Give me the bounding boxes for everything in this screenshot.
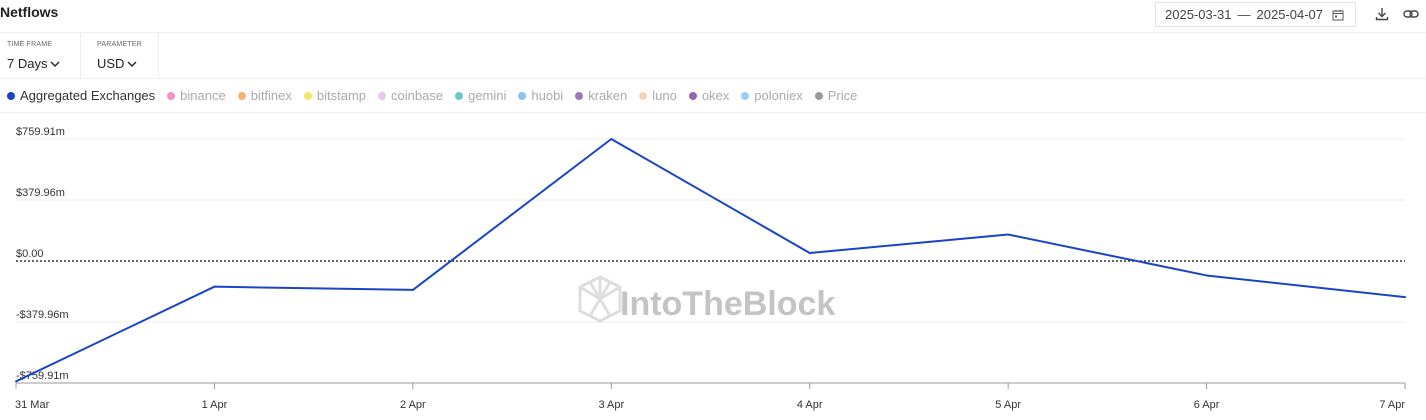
watermark-cube-icon	[578, 275, 622, 323]
legend-dot	[688, 91, 697, 100]
y-tick-label: -$379.96m	[16, 309, 69, 321]
x-tick-label: 4 Apr	[797, 399, 823, 411]
link-icon[interactable]	[1403, 6, 1419, 22]
date-range-picker[interactable]: 2025-03-31 — 2025-04-07	[1155, 2, 1356, 27]
legend-item-bitstamp[interactable]: bitstamp	[303, 88, 367, 103]
legend-item-aggregated-exchanges[interactable]: Aggregated Exchanges	[7, 88, 155, 103]
data-point	[15, 380, 17, 383]
data-point	[808, 251, 811, 254]
x-tick-label: 31 Mar	[15, 399, 50, 411]
legend-item-huobi[interactable]: huobi	[518, 88, 563, 103]
legend-item-kraken[interactable]: kraken	[575, 88, 627, 103]
legend-dot	[237, 91, 246, 100]
y-tick-label: $0.00	[16, 248, 44, 260]
legend-item-coinbase[interactable]: coinbase	[378, 88, 443, 103]
header: Netflows 2025-03-31 — 2025-04-07	[0, 0, 1426, 33]
parameter-label: PARAMETER	[97, 41, 142, 48]
chevron-down-icon	[50, 61, 60, 67]
legend-dot	[575, 91, 584, 100]
legend-label: okex	[701, 88, 730, 103]
x-tick-label: 7 Apr	[1379, 399, 1405, 411]
legend-label: coinbase	[391, 88, 444, 103]
calendar-icon	[1332, 9, 1344, 20]
chevron-down-icon	[127, 61, 137, 67]
x-tick-label: 5 Apr	[995, 399, 1021, 411]
parameter-value: USD	[97, 56, 125, 71]
parameter-bar: TIME FRAME 7 Days PARAMETER USD	[0, 33, 1426, 79]
data-point	[610, 137, 613, 140]
divider	[0, 112, 1426, 113]
x-tick-label: 1 Apr	[202, 399, 228, 411]
legend-label: Aggregated Exchanges	[20, 88, 156, 103]
legend-dot	[303, 91, 312, 100]
legend-item-price[interactable]: Price	[814, 88, 858, 103]
legend-label: Price	[827, 88, 858, 103]
legend-dot	[814, 91, 823, 100]
netflows-chart: $759.91m $379.96m $0.00 -$379.96m -$759.91m 3…	[15, 126, 1406, 411]
legend-label: luno	[652, 88, 677, 103]
legend-dot	[167, 91, 176, 100]
legend-item-bitfinex[interactable]: bitfinex	[237, 88, 292, 103]
legend-label: binance	[180, 88, 226, 103]
data-point	[411, 288, 414, 291]
y-tick-label: -$759.91m	[16, 370, 69, 382]
y-tick-label: $379.96m	[16, 187, 65, 199]
download-icon[interactable]	[1374, 6, 1390, 22]
x-tick-label: 2 Apr	[400, 399, 426, 411]
legend-label: huobi	[531, 88, 564, 103]
data-point	[213, 285, 216, 288]
legend-item-binance[interactable]: binance	[167, 88, 226, 103]
parameter-selector[interactable]: PARAMETER USD	[90, 33, 159, 78]
date-end: 2025-04-07	[1256, 7, 1324, 22]
legend-dot	[7, 91, 15, 100]
legend-dot	[455, 91, 464, 100]
timeframe-value: 7 Days	[7, 56, 48, 71]
y-tick-label: $759.91m	[16, 126, 65, 138]
legend-label: bitstamp	[316, 88, 367, 103]
legend-item-luno[interactable]: luno	[639, 88, 677, 103]
data-point	[1205, 274, 1208, 277]
series-line-aggregated-exchanges	[15, 137, 1406, 383]
data-point	[1007, 233, 1010, 236]
legend-label: kraken	[588, 88, 628, 103]
legend-item-poloniex[interactable]: poloniex	[741, 88, 803, 103]
legend-item-okex[interactable]: okex	[688, 88, 730, 103]
legend-label: bitfinex	[250, 88, 292, 103]
date-start: 2025-03-31	[1165, 7, 1232, 22]
legend-dot	[741, 91, 750, 100]
x-tick-label: 3 Apr	[598, 399, 624, 411]
legend-item-gemini[interactable]: gemini	[455, 88, 506, 103]
page-title: Netflows	[0, 4, 59, 20]
legend-label: gemini	[468, 88, 507, 103]
legend-dot	[518, 91, 527, 100]
legend-dot	[639, 91, 648, 100]
timeframe-selector[interactable]: TIME FRAME 7 Days	[0, 33, 81, 78]
watermark-text: IntoTheBlock	[620, 285, 835, 323]
timeframe-label: TIME FRAME	[7, 41, 53, 48]
watermark-logo	[578, 275, 622, 323]
chart-legend: Aggregated Exchanges binance bitfinex bitst…	[7, 88, 869, 103]
date-separator: —	[1237, 7, 1251, 22]
legend-dot	[378, 91, 387, 100]
legend-label: poloniex	[754, 88, 803, 103]
x-tick-label: 6 Apr	[1194, 399, 1220, 411]
data-point	[1404, 296, 1406, 299]
